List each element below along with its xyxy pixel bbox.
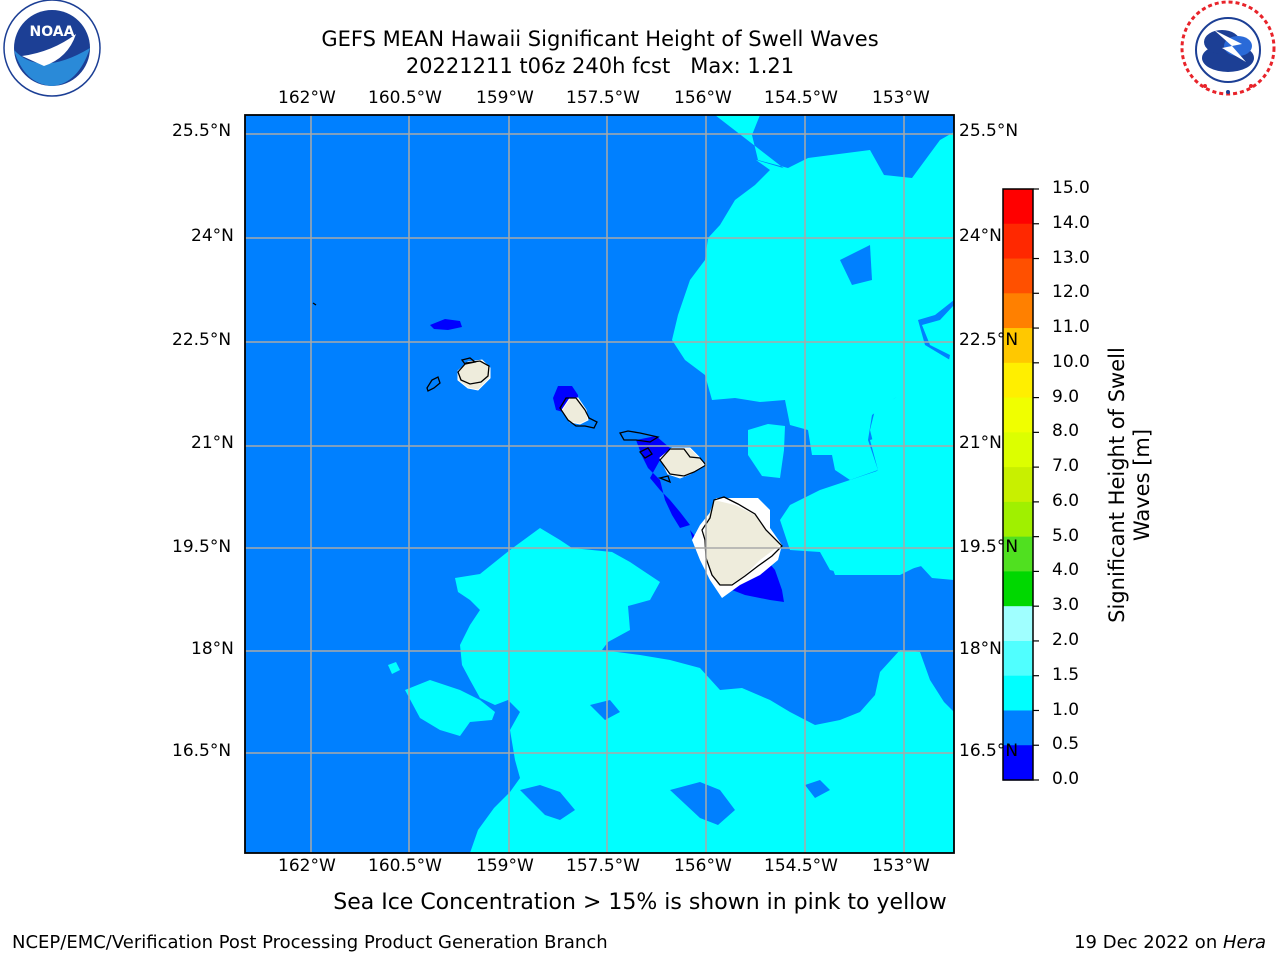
lat-tick-right-16.5n: 16.5°N bbox=[959, 741, 1019, 761]
colorbar-segment bbox=[1003, 328, 1033, 364]
lat-tick-left-18n: 18°N bbox=[191, 639, 234, 659]
lon-tick-top-162w: 162°W bbox=[278, 88, 336, 108]
map-title-line2: 20221211 t06z 240h fcst Max: 1.21 bbox=[405, 54, 795, 78]
sea-ice-note: Sea Ice Concentration > 15% is shown in … bbox=[333, 890, 947, 915]
colorbar-segment bbox=[1003, 640, 1033, 677]
swell-band-0.5-1.0-south-holes bbox=[520, 700, 830, 825]
footer-date: 19 Dec 2022 on Hera bbox=[1074, 932, 1266, 953]
colorbar-label: 12.0 bbox=[1052, 282, 1090, 303]
colorbar-title-line1: Significant Height of Swell bbox=[1104, 347, 1129, 623]
swell-band-1.0-1.5-ne-gap bbox=[840, 245, 872, 285]
map-frame bbox=[244, 114, 955, 854]
colorbar-segment bbox=[1003, 501, 1033, 538]
lat-tick-left-16.5n: 16.5°N bbox=[172, 741, 232, 761]
lon-tick-bottom-153w: 153°W bbox=[872, 856, 930, 876]
colorbar-label: 2.0 bbox=[1052, 629, 1080, 650]
swell-band-1.0-1.5-dot bbox=[388, 662, 400, 674]
colorbar-label: 6.0 bbox=[1052, 490, 1080, 511]
colorbar-label: 8.0 bbox=[1052, 421, 1080, 442]
lat-tick-left-22.5n: 22.5°N bbox=[172, 330, 232, 350]
colorbar-segment bbox=[1003, 432, 1033, 468]
colorbar-frame bbox=[1002, 188, 1034, 781]
colorbar bbox=[1003, 188, 1039, 781]
map-graticule bbox=[245, 115, 954, 853]
colorbar-segment bbox=[1003, 397, 1033, 433]
lat-tick-left-21n: 21°N bbox=[191, 433, 234, 453]
lon-tick-bottom-159w: 159°W bbox=[476, 856, 534, 876]
colorbar-segment bbox=[1003, 189, 1033, 225]
footer-date-text: 19 Dec 2022 on bbox=[1074, 932, 1223, 953]
colorbar-title: Significant Height of Swell Waves [m] bbox=[1105, 325, 1155, 645]
footer-branch: NCEP/EMC/Verification Post Processing Pr… bbox=[12, 932, 608, 953]
lat-tick-right-18n: 18°N bbox=[959, 639, 1002, 659]
colorbar-title-line2: Waves [m] bbox=[1130, 428, 1154, 542]
swell-band-0-0.5-maui bbox=[636, 436, 690, 528]
colorbar-label: 1.0 bbox=[1052, 699, 1080, 720]
lon-tick-top-160.5w: 160.5°W bbox=[368, 88, 442, 108]
lon-tick-top-157.5w: 157.5°W bbox=[566, 88, 640, 108]
colorbar-segment bbox=[1003, 258, 1033, 294]
swell-band-1.0-1.5-south bbox=[455, 528, 954, 853]
colorbar-label: 4.0 bbox=[1052, 560, 1080, 581]
nws-logo bbox=[1180, 0, 1276, 96]
colorbar-segment bbox=[1003, 606, 1033, 642]
colorbar-segment bbox=[1003, 745, 1033, 781]
lat-tick-left-25.5n: 25.5°N bbox=[172, 121, 232, 141]
colorbar-segment bbox=[1003, 710, 1033, 746]
swell-band-0-0.5-niihau bbox=[430, 319, 462, 330]
lon-tick-top-153w: 153°W bbox=[872, 88, 930, 108]
colorbar-label: 11.0 bbox=[1052, 317, 1090, 338]
colorbar-segment bbox=[1003, 223, 1033, 260]
colorbar-label: 0.0 bbox=[1052, 769, 1080, 789]
colorbar-segment bbox=[1003, 675, 1033, 712]
lon-tick-bottom-154.5w: 154.5°W bbox=[764, 856, 838, 876]
colorbar-label: 0.5 bbox=[1052, 734, 1080, 755]
footer-host: Hera bbox=[1222, 932, 1266, 953]
lon-tick-top-159w: 159°W bbox=[476, 88, 534, 108]
colorbar-segment bbox=[1003, 467, 1033, 503]
noaa-logo: NOAA bbox=[3, 0, 101, 97]
map-area bbox=[245, 115, 954, 853]
colorbar-label: 1.5 bbox=[1052, 664, 1080, 685]
lat-tick-right-21n: 21°N bbox=[959, 433, 1002, 453]
colorbar-segment bbox=[1003, 571, 1033, 607]
lat-tick-right-22.5n: 22.5°N bbox=[959, 330, 1019, 350]
lon-tick-bottom-162w: 162°W bbox=[278, 856, 336, 876]
lat-tick-right-24n: 24°N bbox=[959, 226, 1002, 246]
colorbar-label: 15.0 bbox=[1052, 178, 1090, 198]
big-island-interior bbox=[704, 500, 780, 585]
colorbar-label: 13.0 bbox=[1052, 247, 1090, 268]
map-title-line1: GEFS MEAN Hawaii Significant Height of S… bbox=[321, 27, 879, 51]
swell-band-1.0-1.5-northeast-main bbox=[672, 140, 954, 480]
swell-band-1.0-1.5-east-dot bbox=[806, 425, 826, 432]
colorbar-label: 14.0 bbox=[1052, 212, 1090, 233]
colorbar-label: 3.0 bbox=[1052, 595, 1080, 616]
swell-band-0-0.5-bigisland-south bbox=[732, 558, 784, 602]
lon-tick-bottom-157.5w: 157.5°W bbox=[566, 856, 640, 876]
lat-tick-left-24n: 24°N bbox=[191, 226, 234, 246]
colorbar-segment bbox=[1003, 362, 1033, 399]
lat-tick-right-19.5n: 19.5°N bbox=[959, 537, 1019, 557]
coastlines bbox=[312, 302, 783, 586]
maui-land bbox=[659, 447, 705, 479]
lon-tick-bottom-156w: 156°W bbox=[674, 856, 732, 876]
swell-band-1.0-1.5-southwest bbox=[405, 680, 495, 736]
lon-tick-top-154.5w: 154.5°W bbox=[764, 88, 838, 108]
colorbar-label: 9.0 bbox=[1052, 386, 1080, 407]
noaa-logo-text: NOAA bbox=[30, 24, 75, 40]
swell-band-1.0-1.5-east bbox=[795, 418, 954, 580]
colorbar-segment bbox=[1003, 536, 1033, 573]
colorbar-label: 7.0 bbox=[1052, 456, 1080, 477]
colorbar-label: 5.0 bbox=[1052, 525, 1080, 546]
swell-band-1.0-1.5-ne-patch bbox=[748, 424, 785, 478]
lon-tick-top-156w: 156°W bbox=[674, 88, 732, 108]
colorbar-label: 10.0 bbox=[1052, 351, 1090, 372]
lat-tick-left-19.5n: 19.5°N bbox=[172, 537, 232, 557]
lon-tick-bottom-160.5w: 160.5°W bbox=[368, 856, 442, 876]
lat-tick-right-25.5n: 25.5°N bbox=[959, 121, 1019, 141]
colorbar-segment bbox=[1003, 293, 1033, 329]
